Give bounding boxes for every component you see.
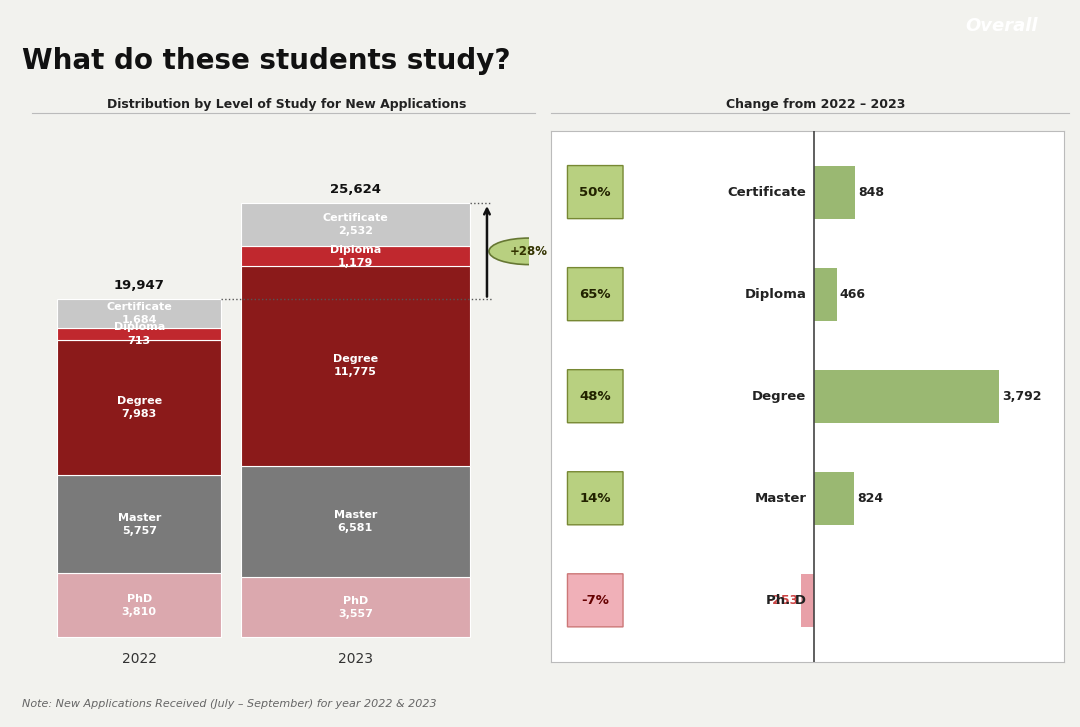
Bar bbox=[57, 300, 221, 328]
Text: Ph. D: Ph. D bbox=[767, 594, 807, 607]
Bar bbox=[241, 466, 470, 577]
Text: 2023: 2023 bbox=[338, 652, 373, 666]
Text: What do these students study?: What do these students study? bbox=[22, 47, 510, 76]
Bar bbox=[241, 577, 470, 638]
Text: Distribution by Level of Study for New Applications: Distribution by Level of Study for New A… bbox=[107, 98, 465, 111]
Text: Certificate: Certificate bbox=[728, 185, 807, 198]
Text: 48%: 48% bbox=[580, 390, 611, 403]
Text: Diploma
1,179: Diploma 1,179 bbox=[329, 244, 381, 268]
Text: 14%: 14% bbox=[580, 491, 611, 505]
Bar bbox=[57, 475, 221, 573]
Text: 25,624: 25,624 bbox=[329, 183, 381, 196]
Bar bbox=[814, 472, 854, 525]
Text: -253: -253 bbox=[768, 594, 798, 607]
Bar bbox=[241, 246, 470, 266]
Text: -7%: -7% bbox=[581, 594, 609, 607]
Text: +28%: +28% bbox=[510, 245, 549, 258]
Text: 2022: 2022 bbox=[122, 652, 157, 666]
Text: Note: New Applications Received (July – September) for year 2022 & 2023: Note: New Applications Received (July – … bbox=[22, 699, 436, 709]
Text: Degree: Degree bbox=[752, 390, 807, 403]
Text: Diploma
713: Diploma 713 bbox=[113, 322, 165, 345]
Text: 3,792: 3,792 bbox=[1002, 390, 1041, 403]
Bar bbox=[57, 573, 221, 638]
Bar bbox=[814, 369, 999, 422]
Text: Degree
11,775: Degree 11,775 bbox=[333, 354, 378, 377]
Text: 824: 824 bbox=[856, 491, 883, 505]
Text: Diploma: Diploma bbox=[744, 288, 807, 301]
Bar bbox=[814, 268, 837, 321]
Bar bbox=[814, 166, 855, 219]
Text: 466: 466 bbox=[839, 288, 865, 301]
Text: Master: Master bbox=[754, 491, 807, 505]
Text: PhD
3,557: PhD 3,557 bbox=[338, 595, 373, 619]
Ellipse shape bbox=[489, 238, 569, 265]
FancyBboxPatch shape bbox=[567, 472, 623, 525]
FancyBboxPatch shape bbox=[567, 369, 623, 422]
Text: Certificate
1,684: Certificate 1,684 bbox=[106, 302, 172, 325]
Text: Overall: Overall bbox=[966, 17, 1038, 35]
Text: Certificate
2,532: Certificate 2,532 bbox=[323, 213, 388, 236]
Text: 65%: 65% bbox=[580, 288, 611, 301]
Text: Master
6,581: Master 6,581 bbox=[334, 510, 377, 533]
FancyBboxPatch shape bbox=[567, 166, 623, 219]
Text: Master
5,757: Master 5,757 bbox=[118, 513, 161, 536]
Text: Change from 2022 – 2023: Change from 2022 – 2023 bbox=[726, 98, 905, 111]
Text: Degree
7,983: Degree 7,983 bbox=[117, 396, 162, 419]
Text: PhD
3,810: PhD 3,810 bbox=[122, 593, 157, 616]
Bar bbox=[241, 204, 470, 246]
Bar bbox=[241, 266, 470, 466]
Text: 50%: 50% bbox=[580, 185, 611, 198]
Bar bbox=[57, 328, 221, 340]
FancyBboxPatch shape bbox=[567, 574, 623, 627]
Bar bbox=[801, 574, 814, 627]
Text: 848: 848 bbox=[858, 185, 883, 198]
Text: 19,947: 19,947 bbox=[113, 279, 164, 292]
FancyBboxPatch shape bbox=[567, 268, 623, 321]
Bar bbox=[57, 340, 221, 475]
